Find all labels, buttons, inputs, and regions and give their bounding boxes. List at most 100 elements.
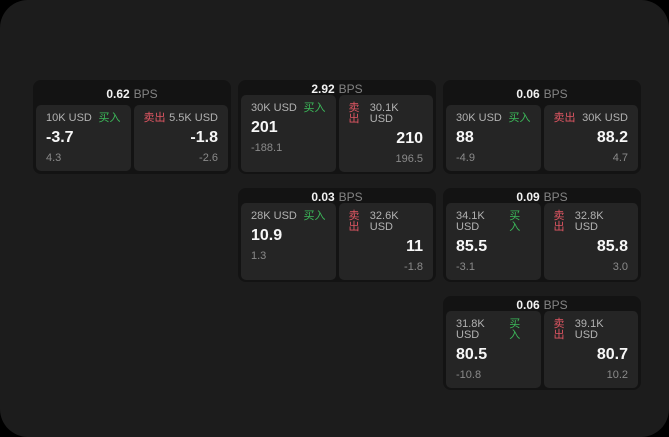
buy-delta: -4.9 xyxy=(456,152,475,164)
bps-value: 0.03 xyxy=(311,190,335,204)
buy-amount: 31.8K USD xyxy=(456,318,485,341)
quote-card: 0.06 BPS 31.8K USD 买入 80.5 -10.8 卖出 39.1… xyxy=(443,296,641,390)
sell-delta: -1.8 xyxy=(404,261,423,274)
sell-amount: 30K USD xyxy=(582,111,628,124)
buy-price: 10.9 xyxy=(251,227,283,244)
buy-amount: 28K USD xyxy=(251,210,297,222)
sell-price: 210 xyxy=(396,130,423,147)
buy-label[interactable]: 买入 xyxy=(509,318,521,341)
buy-price: 85.5 xyxy=(456,238,488,255)
buy-delta: 4.3 xyxy=(46,152,62,164)
sell-delta: 196.5 xyxy=(395,153,423,166)
sell-delta: 3.0 xyxy=(612,261,628,274)
bps-unit-label: BPS xyxy=(543,86,568,101)
buy-amount: 34.1K USD xyxy=(456,210,485,233)
buy-amount: 30K USD xyxy=(456,111,502,124)
buy-panel[interactable]: 30K USD 买入 88 -4.9 xyxy=(446,104,541,171)
sell-panel[interactable]: 卖出 32.6K USD 11 -1.8 xyxy=(338,203,433,281)
sell-panel-top: 卖出 30K USD xyxy=(553,111,629,124)
sell-panel-top: 卖出 30.1K USD xyxy=(349,103,424,125)
buy-panel-top: 30K USD 买入 xyxy=(251,103,326,114)
sell-panel-top: 卖出 32.8K USD xyxy=(554,211,629,233)
buy-price: -3.7 xyxy=(46,128,74,146)
buy-price: 88 xyxy=(456,128,474,146)
quote-panels: 30K USD 买入 88 -4.9 卖出 30K USD 88.2 4.7 xyxy=(446,104,638,171)
card-header: 0.09 BPS xyxy=(446,191,638,203)
quote-card: 0.03 BPS 28K USD 买入 10.9 1.3 卖出 32.6K US… xyxy=(238,188,436,282)
buy-panel[interactable]: 28K USD 买入 10.9 1.3 xyxy=(241,203,336,281)
sell-panel[interactable]: 卖出 5.5K USD -1.8 -2.6 xyxy=(133,104,228,171)
buy-panel-top: 28K USD 买入 xyxy=(251,211,326,222)
buy-amount: 30K USD xyxy=(251,102,297,114)
sell-price: 80.7 xyxy=(596,346,628,363)
sell-price: -1.8 xyxy=(190,128,218,146)
sell-label[interactable]: 卖出 xyxy=(143,111,166,124)
bps-value: 0.06 xyxy=(516,86,540,101)
sell-label[interactable]: 卖出 xyxy=(553,111,576,124)
bps-value: 0.06 xyxy=(516,298,540,312)
sell-panel[interactable]: 卖出 39.1K USD 80.7 10.2 xyxy=(543,311,638,389)
sell-panel[interactable]: 卖出 32.8K USD 85.8 3.0 xyxy=(543,203,638,281)
quote-panels: 31.8K USD 买入 80.5 -10.8 卖出 39.1K USD 80.… xyxy=(446,311,638,389)
buy-label[interactable]: 买入 xyxy=(98,111,121,124)
sell-label[interactable]: 卖出 xyxy=(553,210,565,233)
buy-panel-top: 30K USD 买入 xyxy=(456,111,531,124)
buy-delta: -10.8 xyxy=(456,369,482,382)
card-header: 2.92 BPS xyxy=(241,83,433,95)
quote-panels: 34.1K USD 买入 85.5 -3.1 卖出 32.8K USD 85.8… xyxy=(446,203,638,281)
bps-unit-label: BPS xyxy=(133,86,158,101)
sell-label[interactable]: 卖出 xyxy=(348,102,360,125)
bps-unit-label: BPS xyxy=(338,190,363,204)
quote-panels: 30K USD 买入 201 -188.1 卖出 30.1K USD 210 1… xyxy=(241,95,433,173)
sell-panel-top: 卖出 5.5K USD xyxy=(143,111,219,124)
buy-panel[interactable]: 30K USD 买入 201 -188.1 xyxy=(241,95,336,173)
buy-amount: 10K USD xyxy=(46,111,92,124)
buy-panel-top: 10K USD 买入 xyxy=(46,111,121,124)
buy-label[interactable]: 买入 xyxy=(509,210,521,233)
sell-price: 88.2 xyxy=(596,128,628,146)
card-header: 0.62 BPS xyxy=(36,83,228,105)
sell-panel[interactable]: 卖出 30K USD 88.2 4.7 xyxy=(543,104,638,171)
sell-label[interactable]: 卖出 xyxy=(348,210,360,233)
buy-price: 80.5 xyxy=(456,346,488,363)
card-header: 0.03 BPS xyxy=(241,191,433,203)
bps-unit-label: BPS xyxy=(543,190,568,204)
sell-amount: 39.1K USD xyxy=(574,318,604,341)
buy-price: 201 xyxy=(251,119,278,136)
sell-amount: 32.8K USD xyxy=(574,210,604,233)
quote-card: 0.62 BPS 10K USD 买入 -3.7 4.3 卖出 5.5K USD xyxy=(33,80,231,174)
buy-panel-top: 31.8K USD 买入 xyxy=(456,319,531,341)
sell-label[interactable]: 卖出 xyxy=(553,318,565,341)
bps-unit-label: BPS xyxy=(338,82,363,96)
buy-label[interactable]: 买入 xyxy=(508,111,531,124)
quote-card: 0.06 BPS 30K USD 买入 88 -4.9 卖出 30K USD xyxy=(443,80,641,174)
quote-panels: 28K USD 买入 10.9 1.3 卖出 32.6K USD 11 -1.8 xyxy=(241,203,433,281)
buy-delta: 1.3 xyxy=(251,250,267,263)
quote-card: 2.92 BPS 30K USD 买入 201 -188.1 卖出 30.1K … xyxy=(238,80,436,174)
bps-value: 0.09 xyxy=(516,190,540,204)
sell-delta: 10.2 xyxy=(606,369,628,382)
sell-panel-top: 卖出 32.6K USD xyxy=(349,211,424,233)
card-header: 0.06 BPS xyxy=(446,83,638,105)
buy-delta: -3.1 xyxy=(456,261,475,274)
buy-label[interactable]: 买入 xyxy=(303,210,326,222)
sell-price: 11 xyxy=(406,238,423,255)
sell-panel-top: 卖出 39.1K USD xyxy=(554,319,629,341)
sell-panel[interactable]: 卖出 30.1K USD 210 196.5 xyxy=(338,95,433,173)
bps-value: 2.92 xyxy=(311,82,335,96)
buy-label[interactable]: 买入 xyxy=(303,102,326,114)
sell-delta: 4.7 xyxy=(612,152,628,164)
quote-card: 0.09 BPS 34.1K USD 买入 85.5 -3.1 卖出 32.8K… xyxy=(443,188,641,282)
buy-panel[interactable]: 31.8K USD 买入 80.5 -10.8 xyxy=(446,311,541,389)
bps-unit-label: BPS xyxy=(543,298,568,312)
sell-amount: 5.5K USD xyxy=(169,111,218,124)
quote-panels: 10K USD 买入 -3.7 4.3 卖出 5.5K USD -1.8 -2.… xyxy=(36,104,228,171)
bps-value: 0.62 xyxy=(106,86,130,101)
buy-panel[interactable]: 34.1K USD 买入 85.5 -3.1 xyxy=(446,203,541,281)
sell-amount: 30.1K USD xyxy=(369,102,399,125)
sell-price: 85.8 xyxy=(596,238,628,255)
quote-cards-grid: 0.62 BPS 10K USD 买入 -3.7 4.3 卖出 5.5K USD xyxy=(33,80,641,390)
buy-panel-top: 34.1K USD 买入 xyxy=(456,211,531,233)
buy-panel[interactable]: 10K USD 买入 -3.7 4.3 xyxy=(36,104,131,171)
